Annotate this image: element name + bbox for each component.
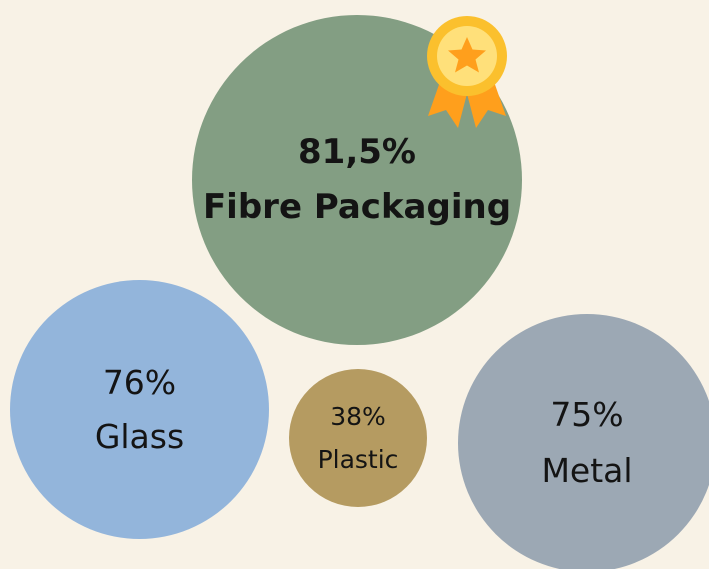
glass-category-label: Glass — [94, 416, 185, 456]
bubble-glass: 76% Glass — [10, 280, 269, 539]
award-star-icon — [448, 37, 486, 73]
metal-value-label: 75% — [550, 395, 624, 434]
glass-value-label: 76% — [102, 362, 177, 402]
metal-category-label: Metal — [541, 451, 633, 490]
plastic-value-label: 38% — [330, 402, 386, 431]
bubble-metal: 75% Metal — [458, 314, 709, 569]
fibre-category-label: Fibre Packaging — [202, 187, 512, 227]
award-ribbon-icon — [427, 16, 507, 128]
plastic-category-label: Plastic — [317, 445, 399, 474]
fibre-value-label: 81,5% — [298, 132, 416, 172]
bubble-plastic: 38% Plastic — [289, 369, 427, 507]
